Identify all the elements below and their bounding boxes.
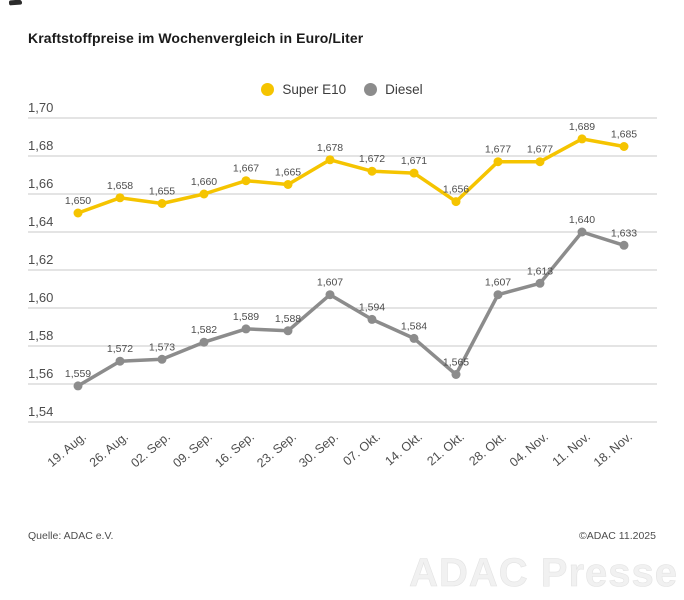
- legend: Super E10 Diesel: [0, 82, 684, 97]
- y-tick-label: 1,56: [28, 366, 53, 381]
- value-label: 1,582: [191, 324, 217, 336]
- x-tick-label: 19. Aug.: [45, 430, 89, 470]
- value-label: 1,594: [359, 301, 385, 313]
- value-label: 1,573: [149, 341, 175, 353]
- data-point: [283, 326, 293, 336]
- value-label: 1,613: [527, 265, 553, 277]
- data-point: [73, 381, 83, 391]
- value-label: 1,677: [527, 144, 553, 156]
- value-label: 1,665: [275, 167, 301, 179]
- data-point: [367, 166, 377, 176]
- x-tick-label: 04. Nov.: [507, 430, 551, 470]
- legend-item-diesel: Diesel: [364, 82, 423, 97]
- source-note: Quelle: ADAC e.V.: [28, 530, 114, 542]
- value-label: 1,559: [65, 368, 91, 380]
- data-point: [325, 155, 335, 165]
- value-label: 1,565: [443, 357, 469, 369]
- data-point: [241, 324, 251, 334]
- data-point: [577, 227, 587, 237]
- y-tick-label: 1,58: [28, 328, 53, 343]
- value-label: 1,640: [569, 214, 595, 226]
- chart-title: Kraftstoffpreise im Wochenvergleich in E…: [28, 30, 364, 46]
- value-label: 1,656: [443, 184, 469, 196]
- data-point: [199, 337, 209, 347]
- y-tick-label: 1,62: [28, 252, 53, 267]
- watermark: ADAC Presse: [409, 551, 678, 596]
- x-tick-label: 18. Nov.: [591, 430, 635, 470]
- data-point: [451, 370, 461, 379]
- value-label: 1,677: [485, 144, 511, 156]
- value-label: 1,660: [191, 176, 217, 188]
- x-tick-label: 23. Sep.: [254, 430, 299, 471]
- series-line-diesel: [76, 230, 626, 388]
- value-label: 1,658: [107, 180, 133, 192]
- x-tick-label: 14. Okt.: [382, 430, 425, 469]
- data-point: [157, 354, 167, 364]
- x-tick-label: 07. Okt.: [340, 430, 383, 469]
- data-point: [409, 333, 419, 343]
- data-point: [535, 157, 545, 167]
- value-label: 1,588: [275, 313, 301, 325]
- x-tick-label: 02. Sep.: [128, 430, 173, 471]
- x-tick-label: 09. Sep.: [170, 430, 215, 471]
- y-tick-label: 1,54: [28, 404, 53, 419]
- value-label: 1,607: [485, 277, 511, 289]
- value-label: 1,678: [317, 142, 343, 154]
- legend-item-super-e10: Super E10: [261, 82, 346, 97]
- series-line-super-e10: [76, 137, 626, 215]
- value-label: 1,607: [317, 277, 343, 289]
- y-tick-label: 1,60: [28, 290, 53, 305]
- data-point: [619, 240, 629, 250]
- x-tick-label: 16. Sep.: [212, 430, 257, 471]
- data-point: [409, 168, 419, 178]
- data-point: [199, 189, 209, 199]
- value-label: 1,589: [233, 311, 259, 323]
- data-point: [577, 134, 587, 144]
- legend-dot-diesel: [364, 83, 378, 96]
- value-label: 1,655: [149, 186, 175, 198]
- y-tick-label: 1,70: [28, 100, 53, 115]
- data-point: [241, 176, 251, 186]
- x-tick-label: 26. Aug.: [87, 430, 131, 470]
- value-label: 1,689: [569, 121, 595, 133]
- data-point: [157, 199, 167, 208]
- line-chart: 1,70 1,68 1,66 1,64 1,62 1,60 1,58 1,56 1,54 19. …: [28, 100, 657, 471]
- data-point: [493, 157, 503, 167]
- value-label: 1,650: [65, 195, 91, 207]
- value-label: 1,671: [401, 155, 427, 167]
- y-tick-label: 1,64: [28, 214, 53, 229]
- value-label: 1,685: [611, 129, 637, 141]
- copyright-note: ©ADAC 11.2025: [578, 530, 656, 542]
- data-point: [283, 180, 293, 189]
- y-tick-label: 1,68: [28, 138, 53, 153]
- value-label: 1,572: [107, 343, 133, 355]
- data-point: [115, 193, 125, 203]
- data-point: [619, 142, 629, 151]
- legend-label-super-e10: Super E10: [282, 82, 347, 97]
- legend-dot-super-e10: [261, 83, 275, 96]
- x-tick-label: 21. Okt.: [424, 430, 467, 469]
- x-tick-label: 30. Sep.: [296, 430, 341, 471]
- x-tick-label: 11. Nov.: [550, 430, 593, 469]
- value-label: 1,672: [359, 153, 385, 165]
- data-point: [73, 208, 83, 218]
- data-point: [535, 278, 545, 288]
- data-point: [493, 290, 503, 300]
- value-label: 1,667: [233, 163, 259, 175]
- value-label: 1,584: [401, 320, 427, 332]
- data-point: [115, 356, 125, 366]
- value-label: 1,633: [611, 227, 637, 239]
- data-point: [325, 290, 335, 300]
- legend-label-diesel: Diesel: [385, 82, 423, 97]
- data-point: [451, 197, 461, 207]
- y-tick-label: 1,66: [28, 176, 53, 191]
- x-tick-label: 28. Okt.: [466, 430, 509, 469]
- data-point: [367, 314, 377, 324]
